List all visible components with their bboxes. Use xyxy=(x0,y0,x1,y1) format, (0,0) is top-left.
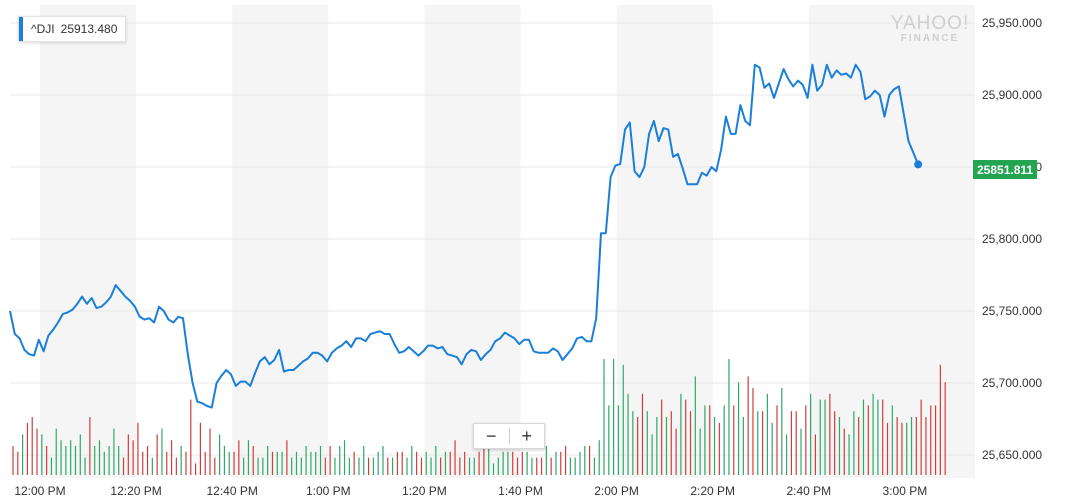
time-band xyxy=(808,5,905,478)
x-axis: 12:00 PM 12:20 PM 12:40 PM 1:00 PM 1:20 PM 1:… xyxy=(14,484,927,498)
time-band xyxy=(40,5,137,478)
x-tick-label: 1:20 PM xyxy=(402,484,447,498)
zoom-divider xyxy=(508,428,510,444)
time-bands xyxy=(10,5,975,478)
x-tick-label: 2:40 PM xyxy=(786,484,831,498)
time-band xyxy=(616,5,713,478)
time-band xyxy=(232,5,329,478)
y-tick-label: 25,950.000 xyxy=(982,16,1042,30)
legend-swatch xyxy=(19,17,23,41)
zoom-control: − + xyxy=(473,423,545,449)
x-tick-label: 12:40 PM xyxy=(207,484,258,498)
x-tick-label: 2:20 PM xyxy=(690,484,735,498)
grid-lines xyxy=(10,22,975,456)
y-tick-label: 25,700.000 xyxy=(982,376,1042,390)
last-price-dot xyxy=(914,160,923,169)
y-tick-label: 25,900.000 xyxy=(982,88,1042,102)
zoom-out-button[interactable]: − xyxy=(485,426,497,446)
x-tick-label: 12:20 PM xyxy=(110,484,161,498)
y-tick-label: 25,750.000 xyxy=(982,304,1042,318)
volume-bars xyxy=(12,359,946,475)
x-tick-label: 2:00 PM xyxy=(594,484,639,498)
legend-value: 25913.480 xyxy=(60,22,118,36)
x-tick-label: 1:40 PM xyxy=(498,484,543,498)
price-line xyxy=(9,63,920,409)
x-tick-label: 1:00 PM xyxy=(306,484,351,498)
x-tick-label: 3:00 PM xyxy=(883,484,928,498)
y-tick-label: 25,800.000 xyxy=(982,232,1042,246)
y-tick-label: 25,650.000 xyxy=(982,448,1042,462)
y-axis: 25,650.000 25,700.000 25,750.000 25,800.000… xyxy=(982,16,1042,462)
legend-symbol: ^DJI xyxy=(31,22,55,36)
zoom-in-button[interactable]: + xyxy=(521,426,532,446)
x-tick-label: 12:00 PM xyxy=(14,484,65,498)
legend[interactable]: ^DJI 25913.480 xyxy=(18,16,127,42)
time-band xyxy=(424,5,521,478)
yahoo-finance-logo: YAHOO! FINANCE xyxy=(890,13,970,44)
last-price-badge: 25851.811 xyxy=(973,160,1038,179)
